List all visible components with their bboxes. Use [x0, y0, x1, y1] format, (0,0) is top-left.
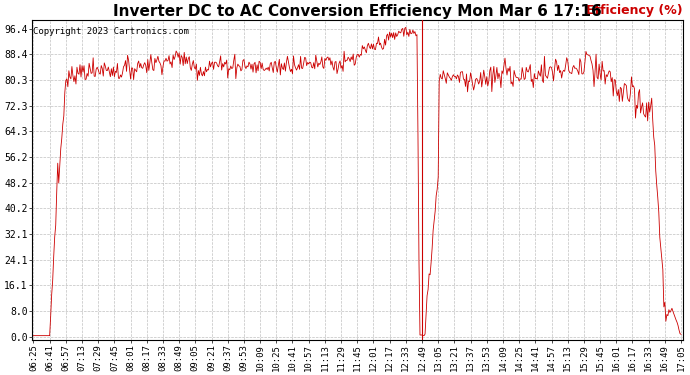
Text: Efficiency (%): Efficiency (%) — [586, 4, 682, 17]
Title: Inverter DC to AC Conversion Efficiency Mon Mar 6 17:16: Inverter DC to AC Conversion Efficiency … — [113, 4, 602, 19]
Text: Copyright 2023 Cartronics.com: Copyright 2023 Cartronics.com — [33, 27, 189, 36]
